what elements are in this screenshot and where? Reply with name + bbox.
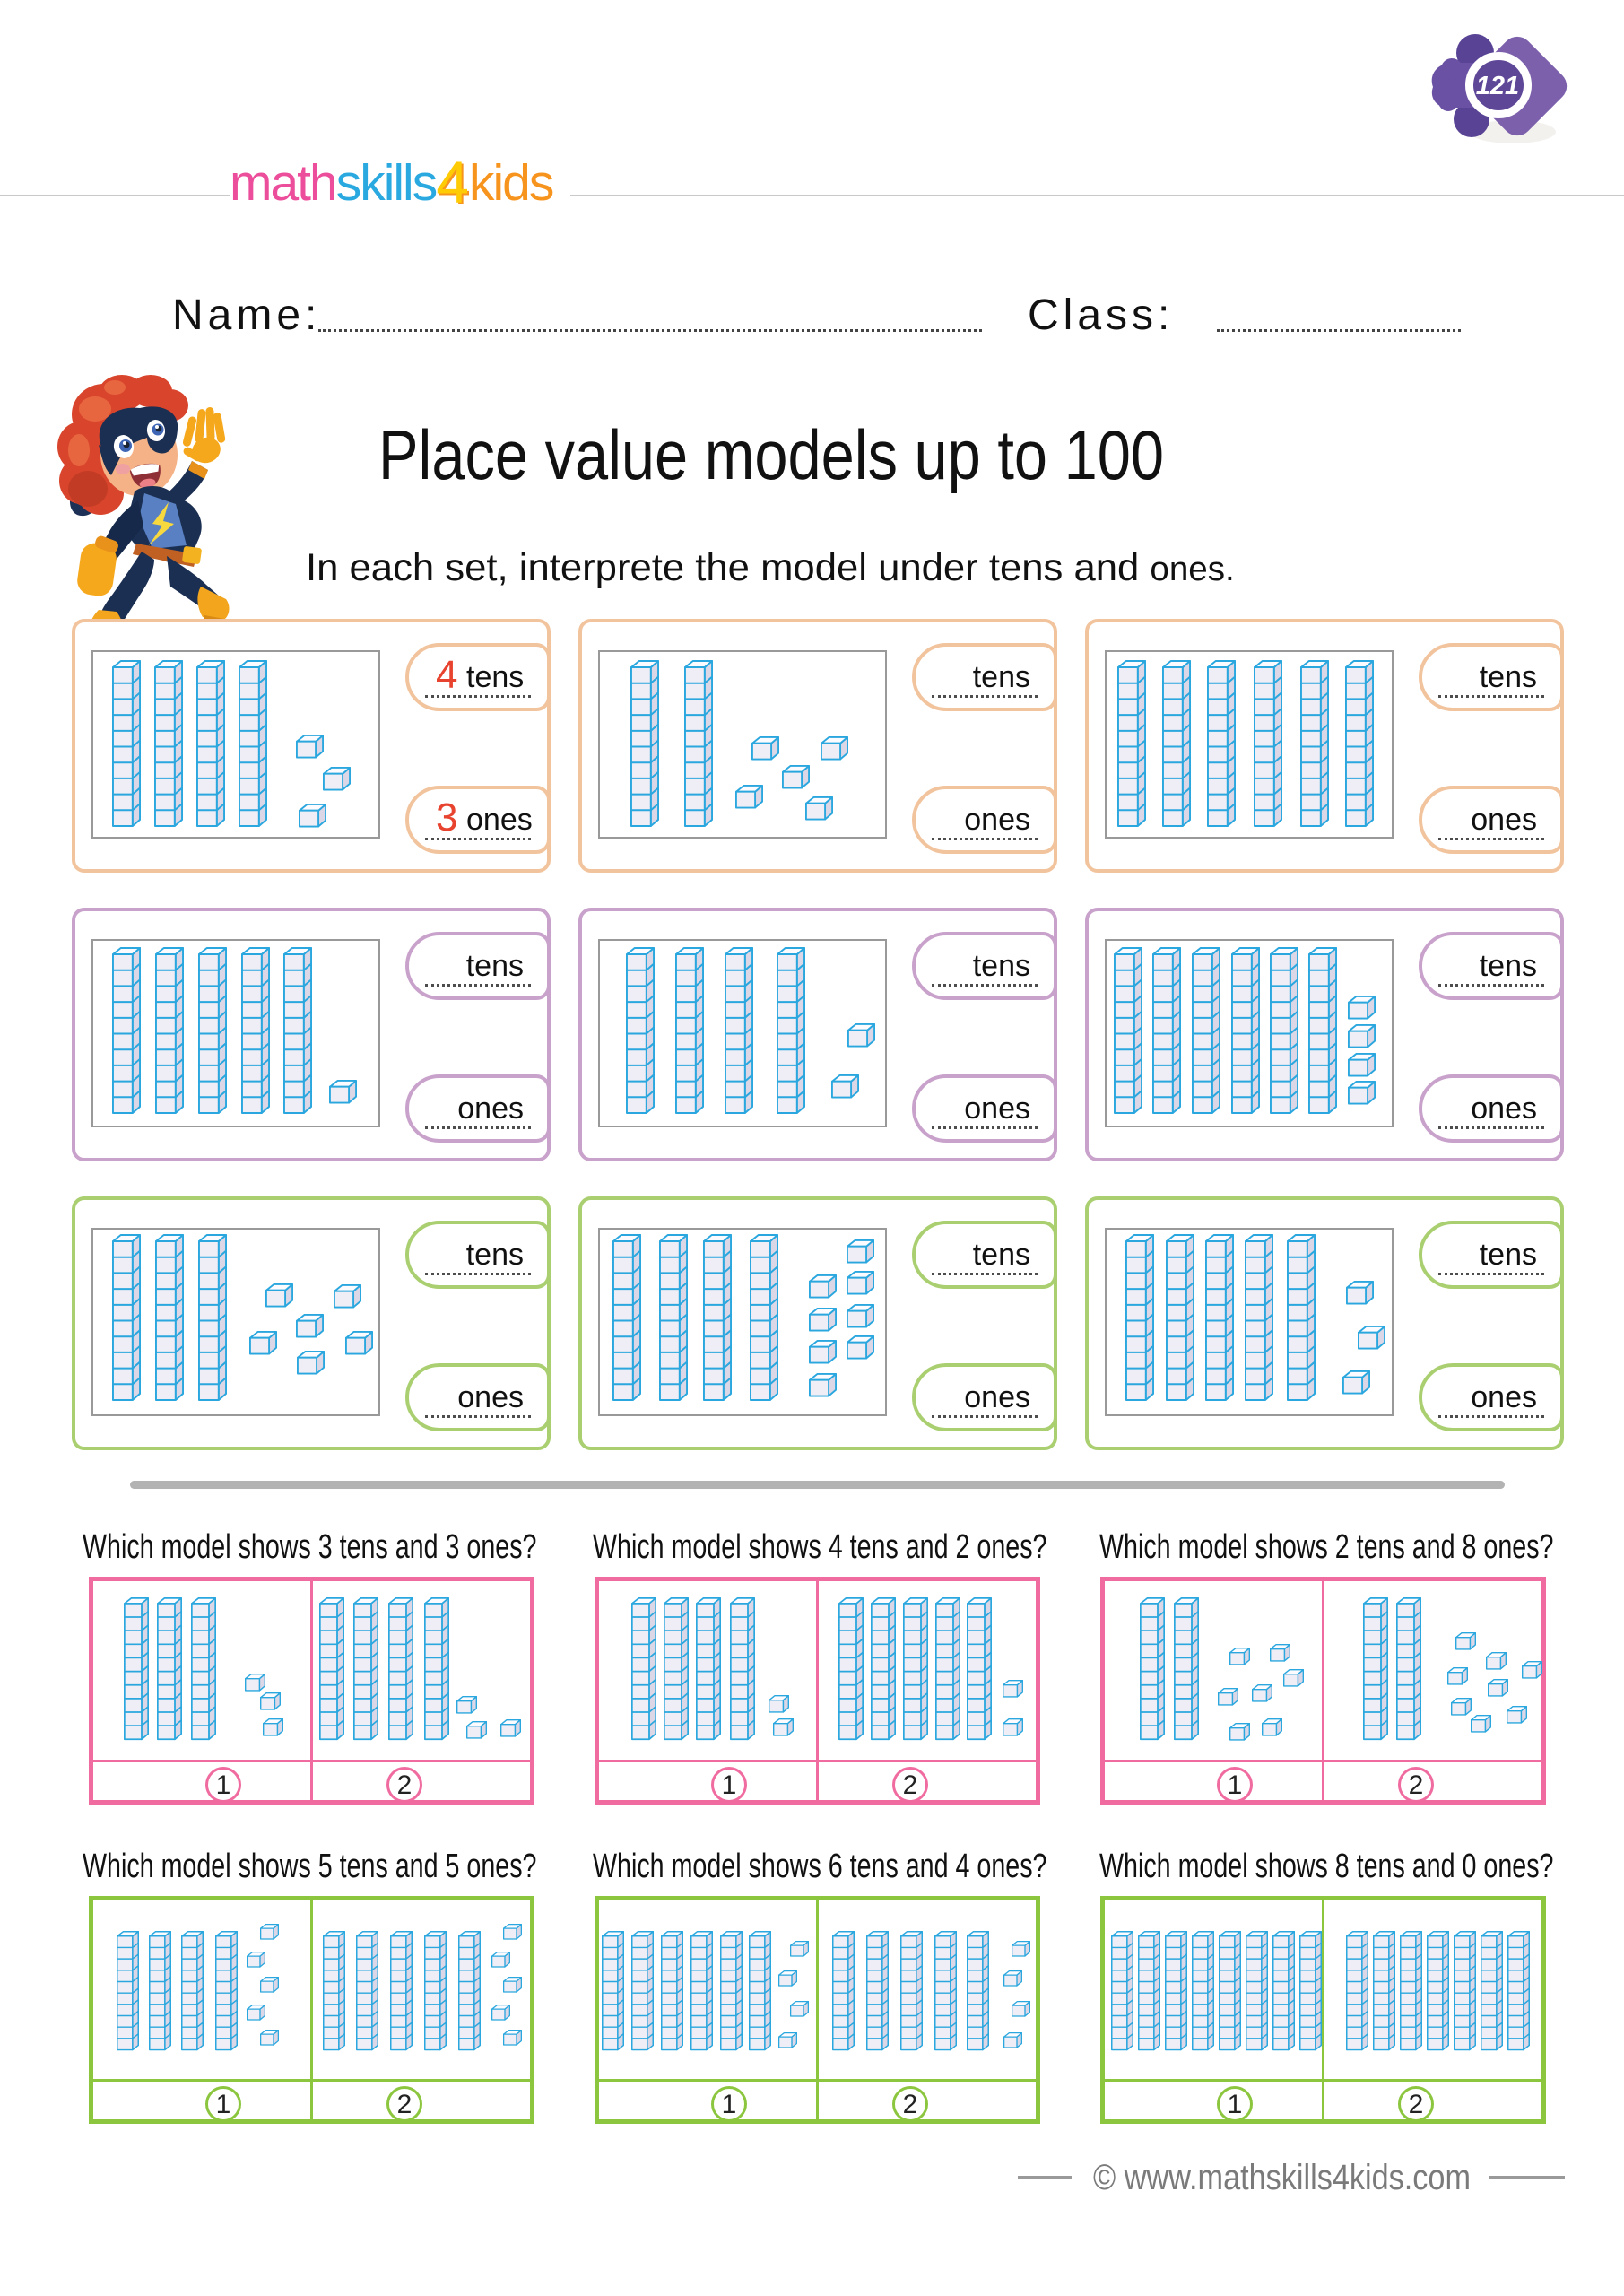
svg-text:121: 121 — [1476, 72, 1519, 100]
